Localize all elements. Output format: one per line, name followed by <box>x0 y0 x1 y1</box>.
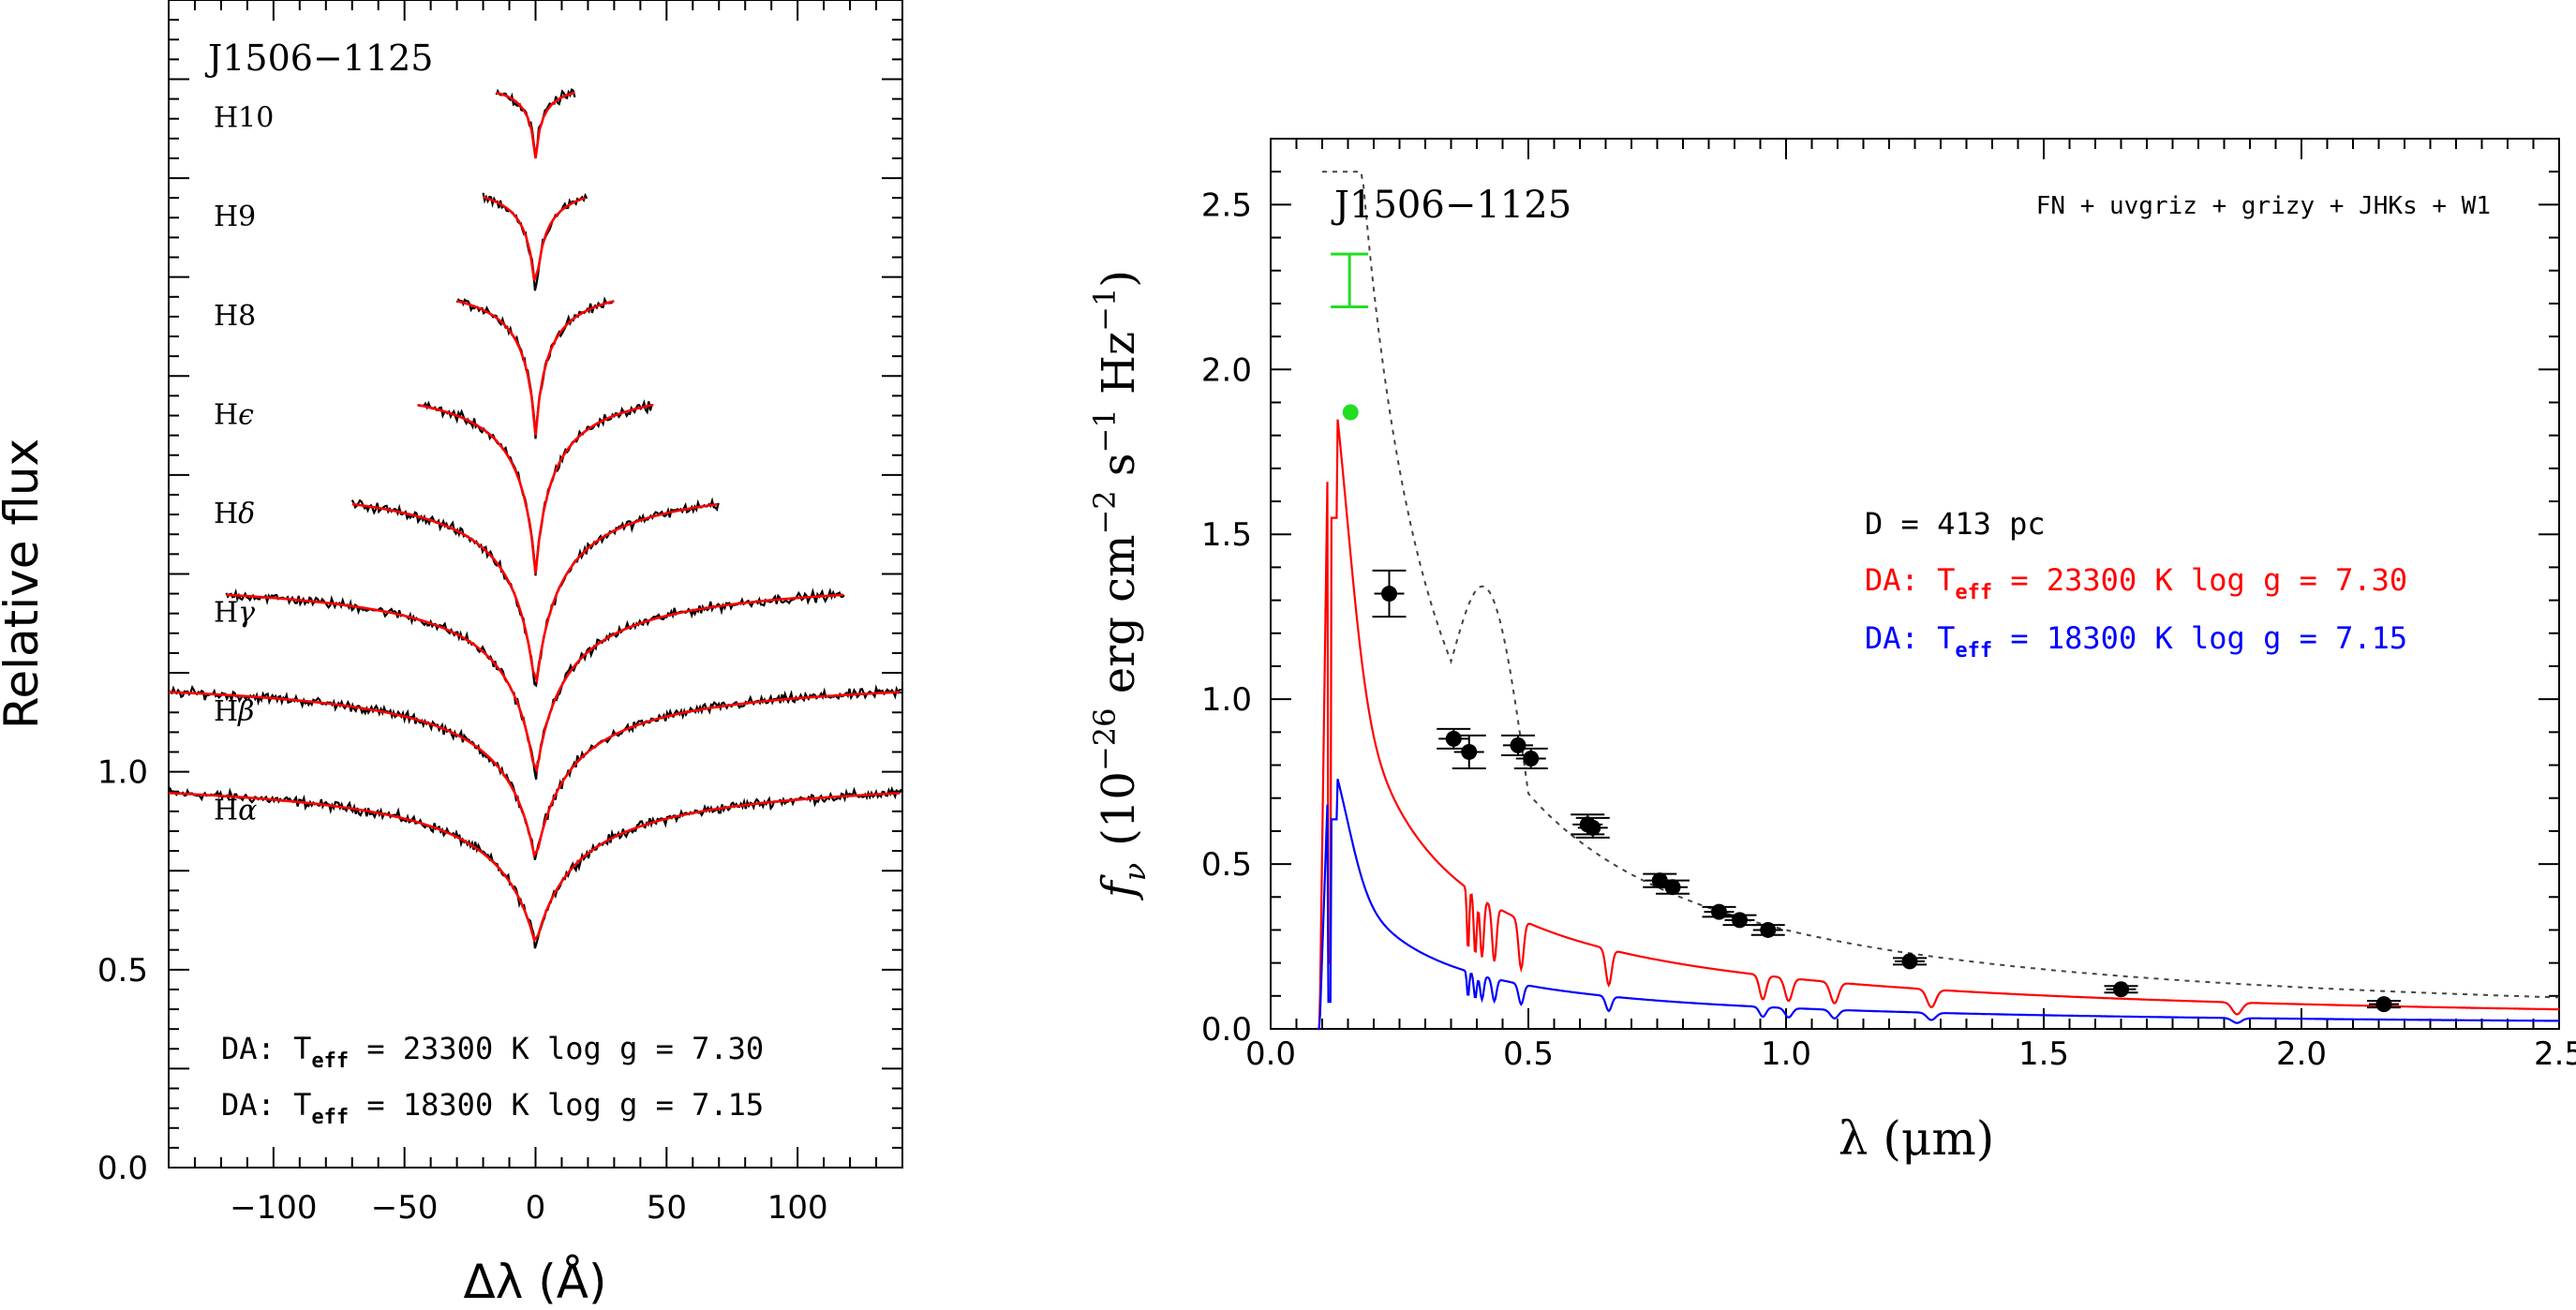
left-line-labels: Hα Hβ Hγ Hδ Hϵ H8 H9 H10 <box>214 102 274 827</box>
right-y-tick-label: 0.5 <box>1201 846 1252 884</box>
left-y-tick-label: 1.0 <box>97 754 148 792</box>
left-x-tick-labels: −100 −50 0 50 100 <box>230 1189 827 1227</box>
right-photometry-points <box>1331 252 2401 1013</box>
photometry-point <box>1760 921 1777 938</box>
photometry-point <box>1585 819 1601 836</box>
left-x-axis-label: Δλ (Å) <box>464 1255 607 1309</box>
photometry-point <box>1381 586 1397 603</box>
model-fit-Hε <box>417 403 654 574</box>
right-x-tick-label: 0.0 <box>1245 1035 1296 1073</box>
distance-label: D = 413 pc <box>1865 506 2046 542</box>
photometry-point <box>1445 730 1462 747</box>
line-label-H8: H8 <box>214 300 256 333</box>
photometry-point <box>1523 750 1540 767</box>
observed-spectrum-Hδ <box>350 497 720 688</box>
right-y-tick-label: 2.5 <box>1201 186 1252 224</box>
left-model-label-1: DA: Teff = 23300 K log g = 7.30 <box>221 1031 764 1073</box>
observed-spectrum-Hγ <box>225 587 845 780</box>
right-model-label-1: DA: Teff = 23300 K log g = 7.30 <box>1865 562 2407 604</box>
right-x-tick-labels: 0.0 0.5 1.0 1.5 2.0 2.5 <box>1245 1035 2576 1073</box>
photometry-point <box>1901 953 1918 970</box>
photometry-point <box>1510 737 1526 753</box>
left-y-axis-label: Relative flux <box>0 439 49 729</box>
line-label-Hδ: Hδ <box>214 498 255 530</box>
model-fit-H10 <box>496 91 575 159</box>
right-x-axis-label: λ (μm) <box>1839 1111 1995 1166</box>
left-x-tick-label: 0 <box>526 1189 546 1227</box>
right-y-tick-label: 0.0 <box>1201 1011 1252 1049</box>
right-object-label: J1506−1125 <box>1331 184 1571 227</box>
photometry-point <box>1664 879 1681 896</box>
model-fit-H8 <box>456 300 615 436</box>
model-sed-DA-23300-K <box>1317 419 2560 1031</box>
model-fit-Hβ <box>168 691 901 859</box>
line-label-Hγ: Hγ <box>214 597 255 630</box>
galex-nuv-point <box>1342 404 1359 421</box>
right-model-label-2: DA: Teff = 18300 K log g = 7.15 <box>1865 620 2407 662</box>
right-x-tick-label: 1.5 <box>2018 1035 2069 1073</box>
left-y-tick-label: 0.5 <box>97 952 148 990</box>
photometry-point <box>1711 903 1727 920</box>
model-fit-H9 <box>483 196 587 281</box>
left-x-tick-label: 50 <box>647 1189 687 1227</box>
left-object-label: J1506−1125 <box>204 37 434 79</box>
line-label-Hε: Hϵ <box>214 398 254 431</box>
line-label-H10: H10 <box>214 102 274 135</box>
photometry-point <box>1732 912 1748 929</box>
right-panel: 0.0 0.5 1.0 1.5 2.0 2.5 0.0 0.5 1.0 1.5 2.0 2.5 J1… <box>1087 138 2576 1166</box>
observed-spectrum-Hα <box>167 785 902 949</box>
line-label-H9: H9 <box>214 201 256 233</box>
left-x-tick-label: −100 <box>230 1189 317 1227</box>
left-x-tick-label: −50 <box>371 1189 439 1227</box>
observed-spectrum-H10 <box>495 87 576 156</box>
right-y-tick-label: 1.5 <box>1201 516 1252 554</box>
left-axis-ticks <box>168 0 903 1169</box>
model-sed-DA-18300-K <box>1317 779 2560 1031</box>
left-model-label-2: DA: Teff = 18300 K log g = 7.15 <box>221 1087 764 1129</box>
right-x-tick-label: 2.5 <box>2534 1035 2576 1073</box>
left-x-tick-label: 100 <box>767 1189 828 1227</box>
model-fit-Hδ <box>351 502 719 686</box>
left-plot-frame <box>168 0 903 1169</box>
photometry-point <box>2375 996 2392 1013</box>
right-y-tick-label: 2.0 <box>1201 351 1252 389</box>
left-y-tick-labels: 0.0 0.5 1.0 <box>97 754 148 1187</box>
right-y-axis-label: fν(10−26 erg cm−2 s−1 Hz−1) <box>1087 270 1153 901</box>
model-fit-Hγ <box>226 593 844 775</box>
photometry-point <box>1461 743 1478 760</box>
line-label-Hβ: Hβ <box>214 695 255 728</box>
left-series-group <box>167 87 902 949</box>
right-series-group <box>1317 171 2560 1031</box>
left-y-tick-label: 0.0 <box>97 1150 148 1187</box>
photometry-point <box>2113 981 2129 998</box>
right-axis-ticks <box>1270 138 2560 1030</box>
left-panel: −100 −50 0 50 100 0.0 0.5 1.0 Hα Hβ Hγ Hδ Hϵ H8 H9 H1… <box>0 0 903 1309</box>
right-x-tick-label: 0.5 <box>1503 1035 1554 1073</box>
synthetic-photometry-curve <box>1322 171 2560 999</box>
observed-spectrum-H9 <box>482 192 588 291</box>
right-x-tick-label: 1.0 <box>1761 1035 1811 1073</box>
right-y-tick-label: 1.0 <box>1201 681 1252 719</box>
line-label-Hα: Hα <box>214 795 257 827</box>
right-x-tick-label: 2.0 <box>2276 1035 2327 1073</box>
photometry-label: FN + uvgriz + grizy + JHKs + W1 <box>2036 192 2491 220</box>
right-y-tick-labels: 0.0 0.5 1.0 1.5 2.0 2.5 <box>1201 186 1252 1049</box>
model-fit-Hα <box>168 792 901 944</box>
